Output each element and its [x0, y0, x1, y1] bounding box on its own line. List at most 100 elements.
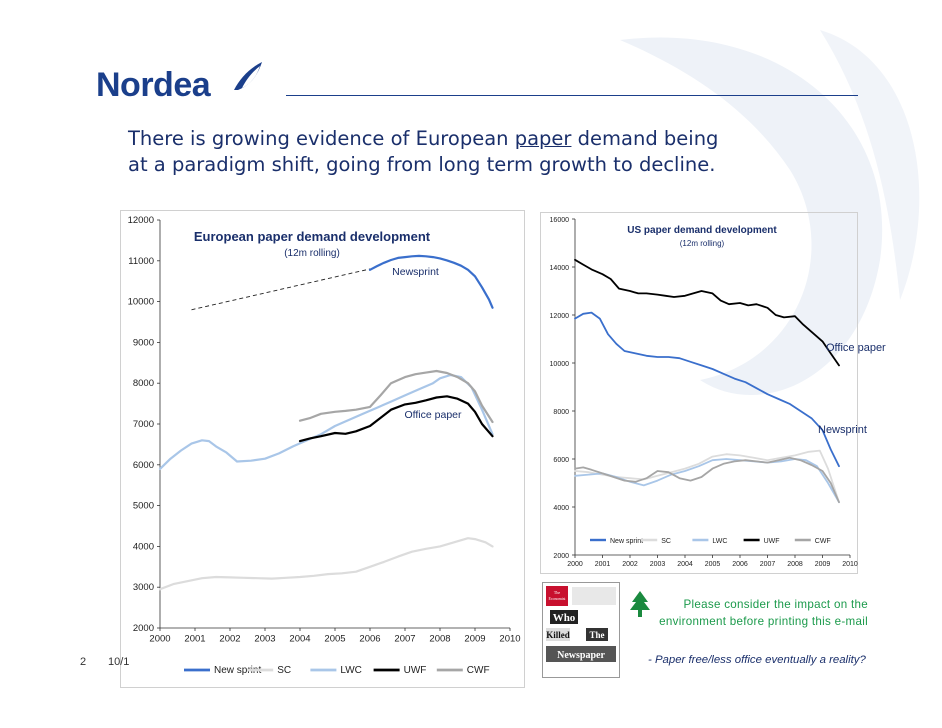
svg-text:The: The	[589, 630, 604, 640]
chart-annotation: Office paper	[404, 409, 462, 421]
y-tick-label: 3000	[133, 582, 154, 593]
y-tick-label: 14000	[550, 265, 570, 272]
y-tick-label: 10000	[128, 297, 154, 308]
x-tick-label: 2008	[429, 634, 450, 645]
title-underlined-word: paper	[514, 127, 572, 150]
y-tick-label: 9000	[133, 337, 154, 348]
x-tick-label: 2000	[149, 634, 170, 645]
series-line-uwf	[298, 395, 494, 443]
x-tick-label: 2008	[787, 561, 803, 568]
series-line-sc	[574, 449, 840, 504]
chart-title: US paper demand development	[627, 225, 777, 236]
chart-axes	[157, 219, 511, 631]
series-line-uwf	[574, 258, 840, 367]
y-tick-label: 2000	[553, 553, 569, 560]
title-line1-end: demand being	[571, 127, 719, 150]
x-tick-label: 2002	[219, 634, 240, 645]
x-tick-label: 2004	[677, 561, 693, 568]
chart-tick-labels: 2000 4000 6000 8000 10000 12000 14000 16000 2000…	[550, 217, 858, 568]
tree-icon	[630, 591, 650, 617]
chart-axes	[572, 218, 851, 558]
legend-label: New sprint	[214, 665, 261, 676]
slide-title: There is growing evidence of European pa…	[128, 126, 848, 178]
y-tick-label: 6000	[553, 457, 569, 464]
svg-text:Killed: Killed	[546, 630, 570, 640]
trend-dashed-line	[191, 268, 371, 311]
chart-subtitle: (12m rolling)	[284, 248, 340, 259]
svg-text:The: The	[554, 590, 560, 595]
logo-wordmark: Nordea	[96, 66, 211, 104]
us-annotation-newsprint: Newsprint	[818, 424, 867, 436]
x-tick-label: 2007	[760, 561, 776, 568]
legend-label: UWF	[764, 538, 780, 545]
x-tick-label: 2006	[732, 561, 748, 568]
us-annotation-office: Office paper	[826, 342, 886, 354]
y-tick-label: 6000	[133, 460, 154, 471]
x-tick-label: 2002	[622, 561, 638, 568]
economist-cover-image: The Economist Who Killed The Newspaper	[542, 582, 620, 678]
x-tick-label: 2001	[184, 634, 205, 645]
chart-legend: New sprint SC LWC UWF CWF	[590, 538, 831, 545]
x-tick-label: 2010	[842, 561, 858, 568]
svg-text:Newspaper: Newspaper	[557, 650, 605, 661]
series-line-new-sprint	[368, 254, 494, 309]
x-tick-label: 2009	[815, 561, 831, 568]
y-tick-label: 10000	[550, 361, 570, 368]
chart-annotations: Newsprint Office paper	[392, 266, 462, 421]
legend-label: LWC	[340, 665, 361, 676]
y-tick-label: 4000	[133, 541, 154, 552]
y-tick-label: 16000	[550, 217, 570, 224]
svg-text:Who: Who	[553, 612, 576, 624]
x-tick-label: 2005	[705, 561, 721, 568]
series-line-lwc	[574, 458, 840, 504]
y-tick-label: 11000	[128, 256, 154, 267]
chart-annotation: Newsprint	[392, 266, 439, 278]
legend-label: SC	[277, 665, 291, 676]
economist-masthead-box	[546, 586, 568, 606]
y-tick-label: 2000	[133, 623, 154, 634]
y-tick-label: 8000	[133, 378, 154, 389]
x-tick-label: 2004	[289, 634, 310, 645]
y-tick-label: 7000	[133, 419, 154, 430]
nordea-logo: Nordea	[96, 60, 276, 106]
series-line-cwf	[574, 456, 840, 504]
y-tick-label: 12000	[128, 215, 154, 226]
sail-icon	[234, 62, 262, 90]
legend-label: CWF	[815, 538, 831, 545]
y-tick-label: 12000	[550, 313, 570, 320]
legend-label: SC	[661, 538, 671, 545]
x-tick-label: 2007	[394, 634, 415, 645]
legend-label: LWC	[712, 538, 727, 545]
svg-text:Economist: Economist	[548, 596, 566, 601]
us-demand-chart: 2000 4000 6000 8000 10000 12000 14000 16000 2000…	[540, 212, 858, 574]
chart-series	[158, 254, 494, 591]
x-tick-label: 2010	[499, 634, 520, 645]
slide-date: 10/1	[108, 656, 130, 668]
environment-note: Please consider the impact on the enviro…	[659, 598, 868, 628]
y-tick-label: 5000	[133, 501, 154, 512]
series-line-cwf	[298, 369, 494, 424]
series-line-sc	[158, 537, 494, 591]
chart-title: European paper demand development	[194, 229, 431, 244]
bottom-question: - Paper free/less office eventually a re…	[648, 654, 866, 666]
y-tick-label: 4000	[553, 505, 569, 512]
x-tick-label: 2006	[359, 634, 380, 645]
header-rule	[286, 95, 858, 96]
x-tick-label: 2005	[324, 634, 345, 645]
chart-series	[574, 258, 840, 504]
slide-number: 2	[80, 656, 87, 668]
series-line-new-sprint	[574, 311, 840, 468]
legend-label: New sprint	[610, 538, 643, 545]
x-tick-label: 2003	[254, 634, 275, 645]
chart-legend: New sprint SC LWC UWF CWF	[184, 665, 490, 676]
chart-tick-labels: 2000 3000 4000 5000 6000 7000 8000 9000 10000 110…	[128, 215, 521, 645]
european-demand-chart: 2000 3000 4000 5000 6000 7000 8000 9000 10000 110…	[120, 210, 525, 688]
x-tick-label: 2000	[567, 561, 583, 568]
chart-subtitle: (12m rolling)	[680, 239, 725, 248]
series-line-lwc	[158, 373, 494, 470]
legend-label: UWF	[404, 665, 427, 676]
x-tick-label: 2003	[650, 561, 666, 568]
y-tick-label: 8000	[553, 409, 569, 416]
title-line1: There is growing evidence of European	[128, 127, 515, 150]
